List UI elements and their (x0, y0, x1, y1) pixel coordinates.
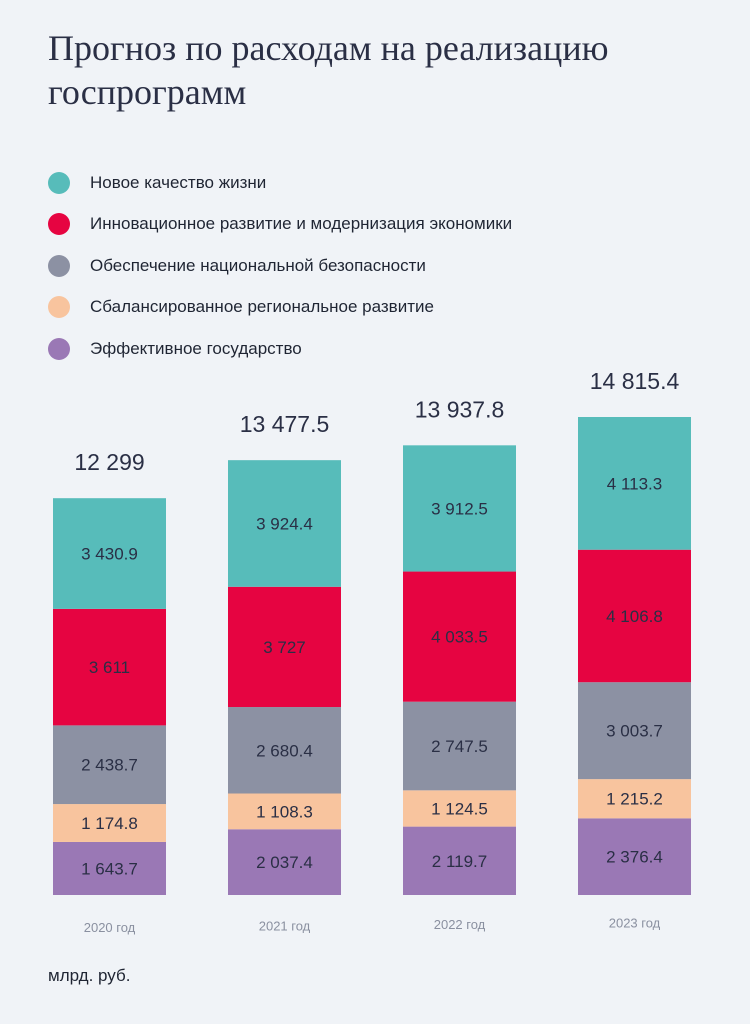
legend-item-regional: Сбалансированное региональное развитие (48, 287, 512, 329)
bar-segment (578, 549, 691, 683)
segment-value-label: 3 003.7 (606, 722, 663, 741)
segment-value-label: 3 611 (89, 658, 130, 677)
bar-segment (578, 417, 691, 550)
legend-item-innovation: Инновационное развитие и модернизация эк… (48, 204, 512, 246)
bar-segment (53, 725, 166, 805)
bar-segment (53, 841, 166, 895)
x-tick-label: 2022 год (434, 917, 486, 932)
legend-label: Инновационное развитие и модернизация эк… (90, 214, 513, 234)
segment-value-label: 4 113.3 (607, 474, 662, 493)
bar-segment (228, 707, 341, 794)
bar-segment (403, 790, 516, 827)
legend-label: Новое качество жизни (90, 172, 267, 192)
legend-swatch (48, 337, 70, 360)
segment-value-label: 1 108.3 (256, 802, 313, 821)
segment-value-label: 2 438.7 (81, 756, 138, 775)
legend-label: Обеспечение национальной безопасности (90, 255, 426, 275)
segment-value-label: 1 215.2 (606, 790, 663, 809)
bar-segment (228, 793, 341, 830)
bar-segment (53, 608, 166, 726)
unit-label: млрд. руб. (48, 966, 131, 985)
bar-segment (578, 779, 691, 819)
segment-value-label: 2 747.5 (431, 737, 488, 756)
bar-segment (578, 682, 691, 780)
bar-segment (228, 460, 341, 587)
bar-segment (578, 818, 691, 895)
segment-value-label: 1 174.8 (81, 814, 138, 833)
bar-total-label: 13 477.5 (240, 411, 330, 437)
bar-total-label: 12 299 (74, 449, 144, 475)
bar-segment (228, 586, 341, 708)
bar-segment (403, 571, 516, 702)
bar-segment (228, 829, 341, 895)
segment-value-label: 3 924.4 (256, 514, 313, 533)
legend-swatch (48, 254, 70, 277)
bar-segment (403, 445, 516, 572)
segment-value-label: 2 119.7 (432, 852, 487, 871)
legend-item-quality-of-life: Новое качество жизни (48, 162, 512, 204)
bar-total-label: 14 815.4 (590, 368, 680, 394)
segment-value-label: 2 680.4 (256, 741, 313, 760)
segment-value-label: 1 643.7 (81, 859, 138, 878)
legend-swatch (48, 171, 70, 194)
bar-segment (403, 701, 516, 791)
bar-segment (53, 804, 166, 842)
segment-value-label: 4 033.5 (431, 628, 488, 647)
x-tick-label: 2023 год (609, 916, 661, 931)
segment-value-label: 3 912.5 (431, 499, 488, 518)
segment-value-label: 2 376.4 (606, 848, 663, 867)
legend-label: Эффективное государство (90, 338, 302, 358)
segment-value-label: 1 124.5 (431, 799, 488, 818)
bar-total-label: 13 937.8 (415, 396, 505, 422)
x-tick-label: 2021 год (259, 919, 311, 934)
legend-item-security: Обеспечение национальной безопасности (48, 245, 512, 287)
segment-value-label: 4 106.8 (606, 607, 663, 626)
legend-swatch (48, 213, 70, 236)
bar-segment (53, 498, 166, 609)
legend-swatch (48, 296, 70, 319)
chart-title: Прогноз по расходам на реализацию госпро… (48, 28, 609, 112)
bar-segment (403, 826, 516, 895)
segment-value-label: 3 727 (263, 638, 306, 657)
legend-item-state: Эффективное государство (48, 328, 512, 370)
x-tick-label: 2020 год (84, 920, 136, 935)
legend: Новое качество жизни Инновационное разви… (48, 162, 512, 370)
segment-value-label: 2 037.4 (256, 853, 313, 872)
legend-label: Сбалансированное региональное развитие (90, 297, 434, 317)
segment-value-label: 3 430.9 (81, 545, 138, 564)
